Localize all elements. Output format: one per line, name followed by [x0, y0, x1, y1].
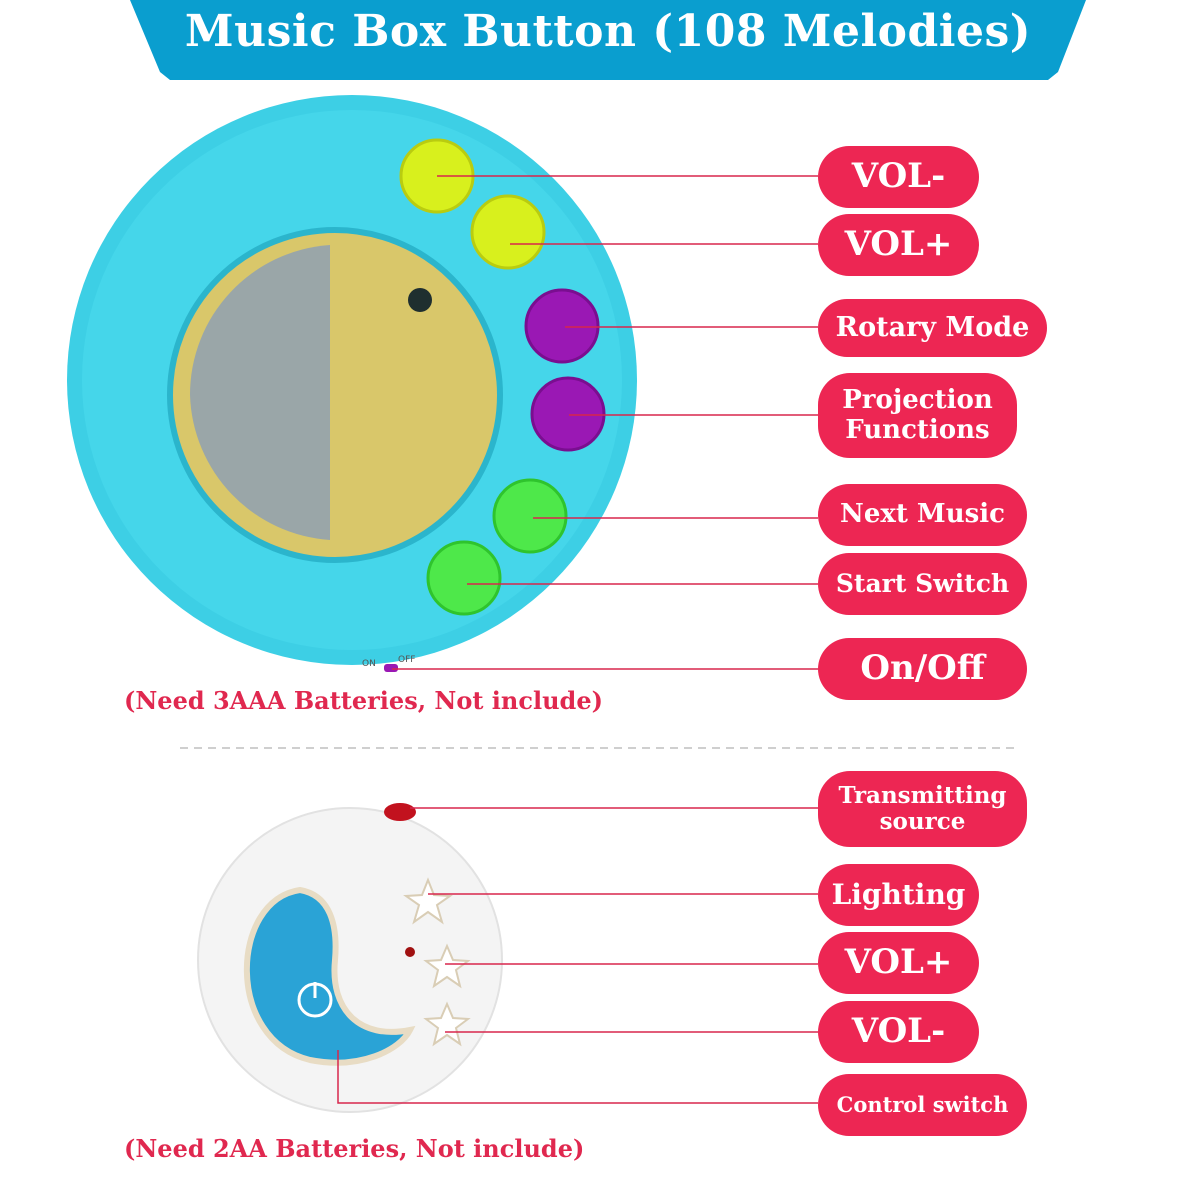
- label-on-off: On/Off: [818, 638, 1027, 700]
- label-remote-vol-minus: VOL-: [818, 1001, 979, 1063]
- vol-plus-button: [470, 194, 546, 270]
- next-music-button: [492, 478, 568, 554]
- title-banner: [130, 0, 1086, 80]
- projection-button: [530, 376, 606, 452]
- label-vol-minus: VOL-: [818, 146, 979, 208]
- page-title: Music Box Button (108 Melodies): [184, 6, 1032, 57]
- on-off-switch: [384, 664, 398, 672]
- label-control-switch: Control switch: [818, 1074, 1027, 1136]
- label-transmitting-source: Transmitting source: [818, 771, 1027, 847]
- music-box-buttons: [399, 138, 606, 616]
- remote-leader-lines: [337, 807, 818, 1104]
- remote-battery-note: (Need 2AA Batteries, Not include): [124, 1134, 585, 1163]
- vol-minus-star-button: [423, 1001, 471, 1047]
- label-vol-plus: VOL+: [818, 214, 979, 276]
- label-lighting: Lighting: [818, 864, 979, 926]
- start-switch-button: [426, 540, 502, 616]
- lighting-star-button: [403, 877, 453, 925]
- transmitter-led: [384, 803, 416, 821]
- switch-off-text: OFF: [398, 655, 415, 665]
- switch-on-text: ON: [362, 659, 376, 669]
- label-start-switch: Start Switch: [818, 553, 1027, 615]
- rotary-mode-button: [524, 288, 600, 364]
- label-remote-vol-plus: VOL+: [818, 932, 979, 994]
- music-box-battery-note: (Need 3AAA Batteries, Not include): [124, 686, 603, 715]
- label-projection-functions: Projection Functions: [818, 373, 1017, 458]
- label-rotary-mode: Rotary Mode: [818, 299, 1047, 357]
- music-box-leader-lines: [392, 175, 818, 670]
- vol-plus-star-button: [423, 943, 471, 989]
- label-next-music: Next Music: [818, 484, 1027, 546]
- moon-power-button: [243, 886, 416, 1066]
